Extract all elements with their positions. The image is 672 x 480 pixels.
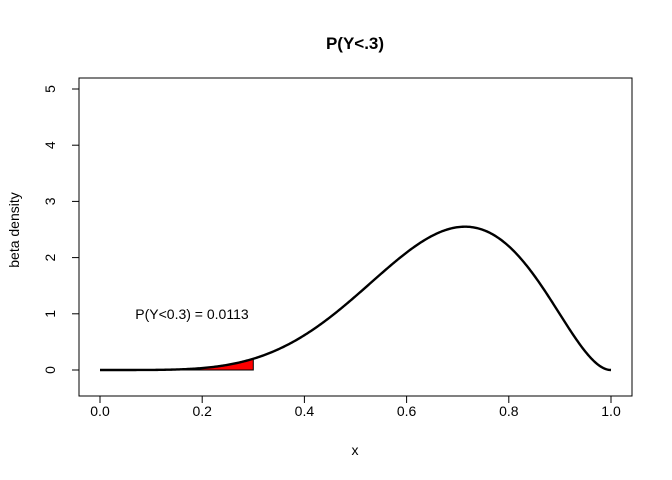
probability-annotation: P(Y<0.3) = 0.0113 bbox=[135, 306, 249, 322]
y-tick-label: 2 bbox=[42, 253, 58, 261]
y-tick-label: 5 bbox=[42, 85, 58, 93]
chart-title: P(Y<.3) bbox=[326, 34, 384, 53]
x-tick-label: 0.4 bbox=[295, 403, 315, 419]
plot-box bbox=[78, 77, 633, 397]
x-axis-label: x bbox=[352, 442, 359, 458]
y-axis-label: beta density bbox=[6, 192, 22, 268]
x-axis: 0.0 0.2 0.4 0.6 0.8 1.0 bbox=[90, 395, 621, 419]
y-tick-label: 4 bbox=[42, 141, 58, 149]
y-tick-label: 0 bbox=[42, 366, 58, 374]
x-tick-label: 1.0 bbox=[601, 403, 621, 419]
y-axis: 0 1 2 3 4 5 bbox=[42, 85, 80, 374]
x-tick-label: 0.6 bbox=[397, 403, 417, 419]
curve-layer bbox=[100, 225, 612, 372]
x-tick-label: 0.2 bbox=[192, 403, 212, 419]
x-tick-label: 0.8 bbox=[499, 403, 519, 419]
y-tick-label: 1 bbox=[42, 310, 58, 318]
y-tick-label: 3 bbox=[42, 197, 58, 205]
x-tick-label: 0.0 bbox=[90, 403, 110, 419]
density-curve bbox=[100, 225, 612, 372]
